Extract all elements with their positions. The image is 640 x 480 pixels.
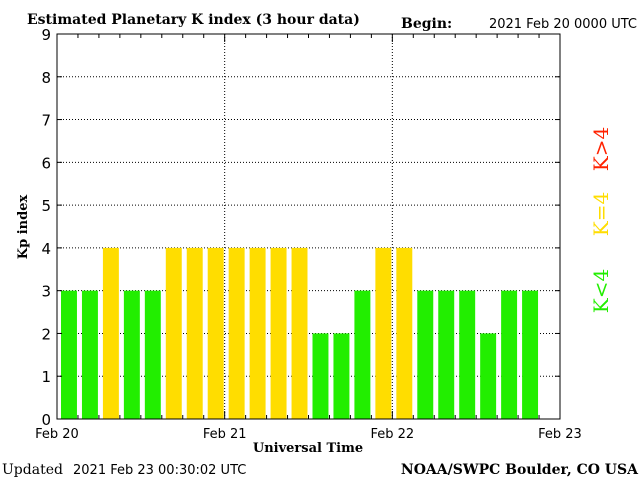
legend-high: K>4: [589, 127, 613, 171]
source-credit: NOAA/SWPC Boulder, CO USA: [401, 462, 639, 478]
kp-bar: [207, 247, 224, 419]
kp-bar: [333, 333, 350, 419]
kp-bar: [186, 247, 203, 419]
kp-bar: [438, 290, 455, 419]
y-tick-label: 3: [41, 283, 51, 301]
begin-label: Begin:: [401, 16, 452, 32]
y-tick-label: 7: [41, 112, 51, 130]
y-tick-label: 4: [41, 240, 51, 258]
bars: [61, 247, 539, 419]
y-tick-label: 9: [41, 26, 51, 44]
kp-bar: [270, 247, 287, 419]
kp-bar: [459, 290, 476, 419]
kp-bar: [375, 247, 392, 419]
y-tick-label: 1: [41, 368, 51, 386]
y-tick-label: 0: [41, 411, 51, 429]
x-tick-label: Feb 21: [203, 427, 247, 442]
kp-bar: [354, 290, 371, 419]
chart-title: Estimated Planetary K index (3 hour data…: [27, 12, 360, 28]
y-tick-label: 5: [41, 197, 51, 215]
legend-mid: K=4: [589, 192, 613, 236]
x-axis-label: Universal Time: [253, 441, 363, 456]
legend-low: K<4: [589, 269, 613, 313]
y-tick-label: 2: [41, 325, 51, 343]
grid-lines: [57, 33, 560, 419]
kp-bar: [165, 247, 182, 419]
y-tick-label: 8: [41, 69, 51, 87]
kp-bar: [480, 333, 497, 419]
kp-bar: [81, 290, 98, 419]
kp-bar: [61, 290, 77, 419]
axes: 0 1 2 3 4 5 6 7 8 9 Feb 20 Feb 21 Feb 22 Feb 23: [35, 26, 582, 442]
kp-bar: [144, 290, 161, 419]
kp-bar: [312, 333, 329, 419]
x-tick-label: Feb 23: [538, 427, 582, 442]
kp-bar: [249, 247, 266, 419]
kp-bar: [417, 290, 434, 419]
kp-bar: [102, 247, 119, 419]
x-tick-label: Feb 20: [35, 427, 79, 442]
x-tick-label: Feb 22: [370, 427, 414, 442]
kp-bar: [522, 290, 539, 419]
y-tick-label: 6: [41, 154, 51, 172]
kp-bar: [291, 247, 308, 419]
kp-bar: [123, 290, 140, 419]
begin-value: 2021 Feb 20 0000 UTC: [489, 17, 637, 32]
kp-bar: [501, 290, 518, 419]
y-axis-label: Kp index: [16, 195, 31, 260]
updated-label: Updated: [2, 462, 63, 478]
updated-value: 2021 Feb 23 00:30:02 UTC: [73, 463, 246, 478]
kp-bar: [396, 247, 413, 419]
kp-bar: [228, 247, 245, 419]
